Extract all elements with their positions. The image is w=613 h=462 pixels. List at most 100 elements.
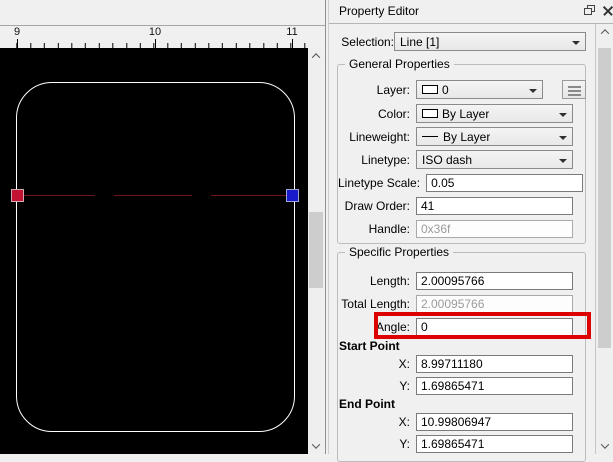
ruler-major-tick <box>292 39 293 48</box>
scroll-up-button[interactable] <box>308 48 324 64</box>
chevron-down-icon <box>311 440 321 449</box>
lineweight-value: By Layer <box>443 129 491 144</box>
cad-canvas[interactable] <box>0 48 308 454</box>
panel-title: Property Editor <box>339 4 420 18</box>
angle-label: Angle: <box>375 319 410 334</box>
end-point-y-row: Y: <box>338 434 586 453</box>
undock-button[interactable] <box>582 4 596 18</box>
ruler-label: 11 <box>286 26 298 38</box>
total-length-input <box>416 294 573 313</box>
draw-order-input[interactable] <box>416 196 573 215</box>
selection-dropdown[interactable]: Line [1] <box>394 32 586 51</box>
line-start-grip[interactable] <box>11 189 24 202</box>
chevron-down-icon <box>600 440 609 449</box>
scrollbar-thumb[interactable] <box>598 48 611 348</box>
selection-label: Selection: <box>341 34 394 49</box>
selection-value: Line [1] <box>400 34 440 49</box>
linetype-scale-row: Linetype Scale: <box>338 173 586 192</box>
start-point-y-input[interactable] <box>416 376 573 395</box>
chevron-down-icon <box>559 159 567 163</box>
total-length-row: Total Length: <box>338 294 586 313</box>
scroll-up-button[interactable] <box>596 24 613 40</box>
selection-row: Selection: Line [1] <box>338 32 586 51</box>
scroll-down-button[interactable] <box>308 438 324 454</box>
panel-divider[interactable] <box>325 0 328 454</box>
end-point-x-row: X: <box>338 412 586 431</box>
float-icon <box>584 8 592 15</box>
color-swatch-icon <box>422 109 438 118</box>
total-length-label: Total Length: <box>341 296 410 311</box>
layer-list-button[interactable] <box>562 80 586 99</box>
length-row: Length: <box>338 271 586 290</box>
layer-row: Layer: 0 <box>338 80 586 99</box>
panel-vertical-scrollbar[interactable] <box>596 24 613 454</box>
start-point-x-row: X: <box>338 354 586 373</box>
end-point-y-input[interactable] <box>416 434 573 453</box>
y-label: Y: <box>399 378 410 393</box>
ruler-label: 9 <box>13 26 21 38</box>
chevron-up-icon <box>311 53 321 62</box>
general-properties-group <box>337 64 586 244</box>
color-row: Color: By Layer <box>338 104 586 123</box>
start-point-x-input[interactable] <box>416 354 573 373</box>
ruler-corner-strip <box>0 0 325 26</box>
lineweight-dropdown[interactable]: By Layer <box>416 127 573 146</box>
layer-label: Layer: <box>376 82 410 97</box>
start-point-header: Start Point <box>339 339 400 353</box>
end-point-header: End Point <box>339 397 395 411</box>
handle-row: Handle: <box>338 219 586 238</box>
horizontal-ruler: 9 10 11 <box>0 26 325 48</box>
ruler-major-tick <box>17 39 18 48</box>
drawing-area: 9 10 11 <box>0 0 328 454</box>
draw-order-row: Draw Order: <box>338 196 586 215</box>
scrollbar-separator <box>595 24 596 454</box>
linetype-scale-input[interactable] <box>426 173 584 192</box>
selected-dashed-line[interactable] <box>17 195 293 196</box>
layer-value: 0 <box>442 82 449 97</box>
scroll-down-button[interactable] <box>596 438 613 454</box>
close-button[interactable] <box>601 4 613 18</box>
x-label: X: <box>398 356 410 371</box>
layer-swatch-icon <box>422 85 438 94</box>
end-point-x-input[interactable] <box>416 412 573 431</box>
y-label: Y: <box>399 436 410 451</box>
draw-order-label: Draw Order: <box>344 198 410 213</box>
color-label: Color: <box>377 106 410 121</box>
property-editor-panel: Property Editor Selection: Line [1] Gene… <box>328 0 613 462</box>
handle-label: Handle: <box>368 221 410 236</box>
panel-titlebar[interactable]: Property Editor <box>329 0 613 24</box>
rounded-rectangle-shape[interactable] <box>16 82 295 432</box>
color-dropdown[interactable]: By Layer <box>416 104 573 123</box>
length-input[interactable] <box>416 271 573 290</box>
angle-row: Angle: <box>338 317 586 336</box>
chevron-down-icon <box>572 41 580 45</box>
linetype-label: Linetype: <box>361 152 410 167</box>
linetype-row: Linetype: ISO dash <box>338 150 586 169</box>
linetype-dropdown[interactable]: ISO dash <box>416 150 573 169</box>
chevron-down-icon <box>559 136 567 140</box>
chevron-up-icon <box>600 29 609 38</box>
start-point-y-row: Y: <box>338 376 586 395</box>
color-value: By Layer <box>442 106 490 121</box>
lineweight-row: Lineweight: By Layer <box>338 127 586 146</box>
ruler-label: 10 <box>148 26 162 38</box>
layer-dropdown[interactable]: 0 <box>416 80 543 99</box>
line-end-grip[interactable] <box>286 189 299 202</box>
hamburger-icon <box>568 86 581 88</box>
general-properties-title: General Properties <box>345 57 454 71</box>
handle-input <box>416 219 573 238</box>
angle-input[interactable] <box>416 317 573 336</box>
lineweight-label: Lineweight: <box>349 129 410 144</box>
x-label: X: <box>398 414 410 429</box>
chevron-down-icon <box>529 89 537 93</box>
linetype-scale-label: Linetype Scale: <box>338 175 421 190</box>
chevron-down-icon <box>559 113 567 117</box>
linetype-value: ISO dash <box>422 152 473 167</box>
specific-properties-title: Specific Properties <box>345 245 454 259</box>
lineweight-sample-icon <box>422 136 438 137</box>
canvas-vertical-scrollbar[interactable] <box>308 48 324 454</box>
scrollbar-thumb[interactable] <box>309 212 323 288</box>
ruler-minor-ticks <box>0 43 307 48</box>
length-label: Length: <box>369 273 410 288</box>
ruler-major-tick <box>155 39 156 48</box>
